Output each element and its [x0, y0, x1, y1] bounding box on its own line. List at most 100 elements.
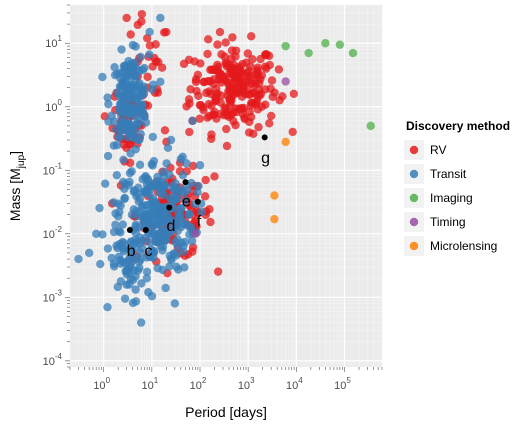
data-points [74, 9, 375, 327]
data-point [128, 298, 138, 308]
data-point [245, 107, 254, 116]
data-point [289, 89, 299, 98]
legend: Discovery method RV Transit Imaging Timing M… [404, 119, 510, 256]
data-point [225, 78, 234, 88]
data-point [187, 178, 196, 188]
data-point [265, 60, 274, 70]
data-point [145, 50, 154, 59]
data-point [139, 112, 149, 121]
data-point [206, 217, 215, 227]
legend-key [409, 169, 419, 179]
data-point [257, 102, 267, 111]
data-point [119, 155, 128, 164]
data-point [222, 141, 232, 151]
data-point [184, 209, 194, 219]
data-point [217, 50, 226, 59]
annotation-label-e: e [182, 193, 191, 210]
data-point [176, 186, 186, 195]
data-point [148, 85, 157, 94]
x-axis-title: Period [days] [185, 404, 267, 420]
data-point [125, 158, 135, 168]
annotation-point-c [142, 226, 149, 233]
data-point [130, 58, 139, 67]
data-point [92, 229, 101, 239]
data-point [161, 283, 170, 293]
data-point [103, 93, 112, 102]
data-point [126, 30, 135, 39]
data-point [136, 52, 145, 62]
data-point [98, 72, 107, 82]
series-microlensing [270, 137, 290, 224]
data-point [136, 255, 145, 264]
data-point [200, 77, 209, 87]
data-point [140, 215, 149, 224]
x-tick-label: 100 [93, 376, 110, 392]
data-point [125, 253, 134, 263]
y-tick-label: 10-4 [43, 352, 63, 368]
data-point [211, 94, 220, 103]
data-point [169, 194, 178, 203]
data-point [156, 209, 165, 219]
data-point [187, 236, 197, 246]
data-point [243, 71, 252, 81]
data-point [107, 111, 116, 120]
series-rv [100, 9, 299, 278]
data-point [200, 192, 210, 201]
data-point [236, 103, 246, 113]
data-point [122, 101, 131, 110]
data-point [162, 159, 171, 168]
data-point [84, 248, 94, 258]
data-point [252, 68, 262, 77]
data-point [225, 64, 235, 73]
data-point [268, 92, 277, 101]
legend-key [409, 241, 419, 251]
data-point [74, 254, 83, 264]
data-point [148, 62, 157, 71]
data-point [321, 39, 330, 48]
data-point [165, 170, 174, 179]
data-point [120, 294, 130, 303]
data-point [157, 217, 167, 227]
data-point [270, 191, 279, 200]
annotation-label-d: d [167, 218, 176, 235]
data-point [116, 228, 125, 237]
data-point [113, 212, 123, 221]
legend-key [409, 193, 419, 203]
data-point [145, 41, 155, 50]
data-point [142, 267, 152, 277]
data-point [195, 161, 205, 170]
data-point [160, 180, 169, 190]
data-point [148, 132, 158, 142]
data-point [163, 143, 173, 153]
data-point [209, 79, 218, 89]
data-point [228, 33, 237, 42]
annotation-point-d [166, 204, 173, 211]
data-point [241, 58, 251, 67]
data-point [231, 120, 240, 130]
data-point [127, 167, 136, 176]
data-point [244, 90, 254, 99]
annotation-label-g: g [261, 150, 270, 167]
data-point [278, 92, 287, 101]
data-point [304, 48, 313, 58]
data-point [133, 135, 143, 145]
data-point [201, 175, 210, 185]
series-imaging [281, 39, 375, 131]
data-point [176, 222, 186, 232]
data-point [101, 179, 110, 188]
data-point [196, 101, 206, 110]
data-point [153, 263, 162, 273]
data-point [112, 170, 122, 180]
legend-label: Microlensing [430, 239, 497, 253]
data-point [254, 122, 263, 132]
data-point [243, 49, 253, 58]
data-point [116, 74, 125, 83]
data-point [266, 84, 275, 93]
y-tick-label: 10-3 [43, 288, 63, 304]
y-tick-label: 10-1 [43, 161, 63, 177]
data-point [246, 101, 256, 110]
data-point [192, 86, 201, 96]
data-point [335, 40, 345, 49]
